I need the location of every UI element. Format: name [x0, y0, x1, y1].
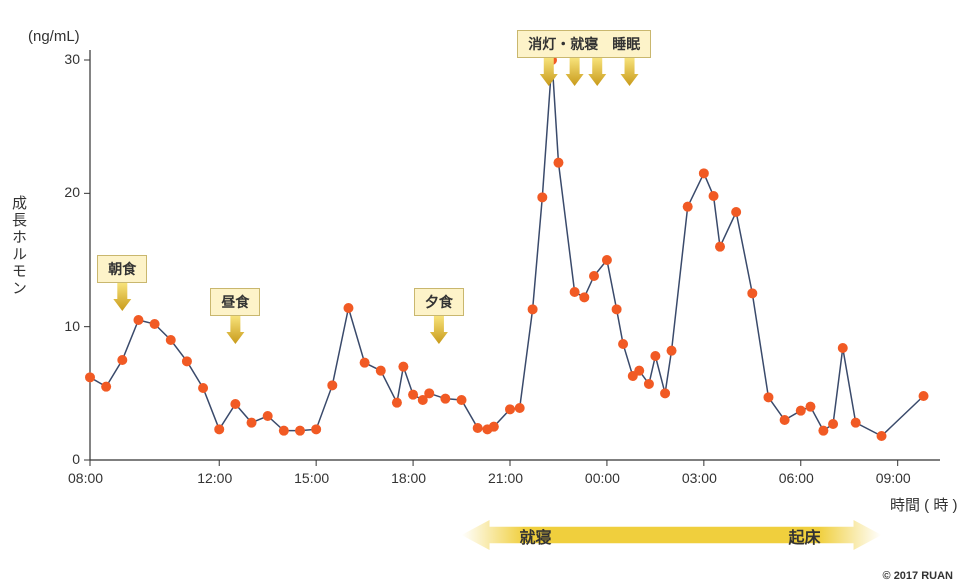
data-marker — [709, 191, 719, 201]
data-marker — [343, 303, 353, 313]
data-marker — [360, 358, 370, 368]
data-marker — [489, 422, 499, 432]
data-marker — [634, 366, 644, 376]
annotation-box: 朝食 — [97, 255, 147, 283]
data-marker — [805, 402, 815, 412]
x-tick-label: 08:00 — [68, 470, 103, 486]
y-unit-label: (ng/mL) — [28, 28, 80, 45]
annotation-box: 夕食 — [414, 288, 464, 316]
data-marker — [230, 399, 240, 409]
x-tick-label: 03:00 — [682, 470, 717, 486]
data-marker — [612, 304, 622, 314]
data-marker — [537, 192, 547, 202]
data-marker — [214, 424, 224, 434]
data-marker — [763, 392, 773, 402]
data-marker — [715, 242, 725, 252]
annotation-arrow-icon — [113, 283, 131, 311]
data-marker — [838, 343, 848, 353]
data-marker — [376, 366, 386, 376]
data-marker — [408, 390, 418, 400]
data-marker — [877, 431, 887, 441]
data-marker — [747, 288, 757, 298]
x-tick-label: 15:00 — [294, 470, 329, 486]
y-axis-label: 成長ホルモン — [8, 195, 29, 297]
data-marker — [796, 406, 806, 416]
x-tick-label: 00:00 — [585, 470, 620, 486]
annotation-arrow-icon — [566, 58, 584, 86]
data-marker — [182, 356, 192, 366]
sleep-end-label: 起床 — [789, 524, 821, 548]
data-marker — [327, 380, 337, 390]
data-marker — [166, 335, 176, 345]
data-marker — [699, 168, 709, 178]
data-marker — [85, 372, 95, 382]
data-marker — [650, 351, 660, 361]
y-tick-label: 20 — [64, 184, 80, 200]
data-marker — [851, 418, 861, 428]
data-marker — [505, 404, 515, 414]
data-marker — [644, 379, 654, 389]
data-marker — [667, 346, 677, 356]
data-marker — [579, 292, 589, 302]
data-marker — [828, 419, 838, 429]
data-marker — [424, 388, 434, 398]
data-marker — [660, 388, 670, 398]
data-marker — [392, 398, 402, 408]
x-tick-label: 21:00 — [488, 470, 523, 486]
data-marker — [683, 202, 693, 212]
data-marker — [295, 426, 305, 436]
sleep-start-label: 就寝 — [520, 524, 552, 548]
y-tick-label: 10 — [64, 318, 80, 334]
data-marker — [528, 304, 538, 314]
data-line — [90, 60, 924, 436]
annotation-box: 消灯・就寝 睡眠 — [517, 30, 651, 58]
x-axis-label: 時間 ( 時 ) — [890, 494, 958, 515]
data-marker — [731, 207, 741, 217]
data-marker — [263, 411, 273, 421]
data-marker — [919, 391, 929, 401]
data-marker — [133, 315, 143, 325]
data-marker — [247, 418, 257, 428]
x-tick-label: 12:00 — [197, 470, 232, 486]
x-tick-label: 09:00 — [876, 470, 911, 486]
annotation-box: 昼食 — [210, 288, 260, 316]
data-marker — [117, 355, 127, 365]
data-marker — [602, 255, 612, 265]
data-marker — [457, 395, 467, 405]
hormone-chart: 0 10 20 30 08:00 12:00 15:00 18:00 21:00 00:00 03:… — [0, 0, 959, 588]
data-marker — [101, 382, 111, 392]
y-tick-label: 30 — [64, 51, 80, 67]
x-tick-label: 18:00 — [391, 470, 426, 486]
data-marker — [818, 426, 828, 436]
data-marker — [618, 339, 628, 349]
annotation-arrow-icon — [621, 58, 639, 86]
x-tick-label: 06:00 — [779, 470, 814, 486]
data-marker — [473, 423, 483, 433]
data-marker — [780, 415, 790, 425]
data-marker — [589, 271, 599, 281]
annotation-arrow-icon — [430, 316, 448, 344]
data-marker — [570, 287, 580, 297]
y-tick-label: 0 — [72, 451, 80, 467]
copyright-label: © 2017 RUAN — [883, 570, 953, 582]
annotation-arrow-icon — [226, 316, 244, 344]
data-marker — [515, 403, 525, 413]
data-marker — [398, 362, 408, 372]
data-marker — [198, 383, 208, 393]
data-marker — [553, 158, 563, 168]
data-marker — [440, 394, 450, 404]
data-marker — [150, 319, 160, 329]
annotation-arrow-icon — [588, 58, 606, 86]
data-marker — [279, 426, 289, 436]
data-marker — [311, 424, 321, 434]
